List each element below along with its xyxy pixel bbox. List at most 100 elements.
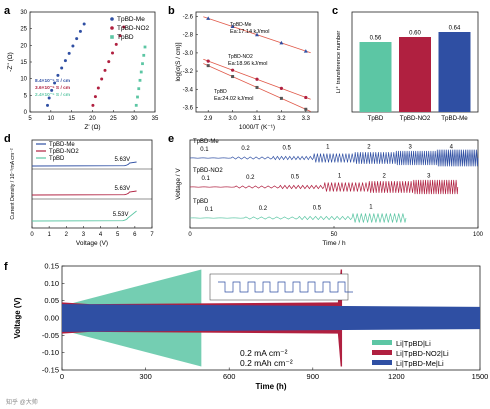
current-rate-label: 0.1 xyxy=(201,176,210,182)
y-tick-label: -3.6 xyxy=(183,105,194,111)
data-point-tpbd-no2 xyxy=(100,77,104,81)
x-tick-label: 600 xyxy=(223,372,236,381)
y-tick-label: 5 xyxy=(24,93,28,99)
current-rate-label: 2 xyxy=(383,174,387,180)
data-point-tpbd-me xyxy=(46,103,49,107)
data-point-tpbd xyxy=(206,64,210,68)
y-tick-label: -3.4 xyxy=(183,87,194,93)
data-point-tpbd-no2 xyxy=(304,95,308,100)
data-point-tpbd xyxy=(139,70,143,74)
x-tick-label: 7 xyxy=(150,232,154,238)
current-rate-label: 0.5 xyxy=(291,174,300,180)
data-point-tpbd-no2 xyxy=(103,68,107,72)
series-label: TpBD-Me xyxy=(230,22,252,28)
panel-f-long-cycling: 0 300 600 900 1200 1500 0.15 0.10 0.05 0.00 -0.05 -… xyxy=(13,262,488,392)
data-point-tpbd-no2 xyxy=(122,25,126,29)
x-tick-label: 2 xyxy=(65,232,69,238)
current-rate-label: 0.2 xyxy=(246,175,255,181)
bar-value-label: 0.60 xyxy=(409,31,421,37)
y-tick-label: 25 xyxy=(20,27,27,33)
x-axis-label: Time (h) xyxy=(256,382,287,391)
current-rate-label: 3 xyxy=(427,174,431,180)
y-tick-label: -0.15 xyxy=(42,366,59,375)
data-point-tpbd-no2 xyxy=(107,60,111,64)
bar-tpbd-no2 xyxy=(399,37,431,112)
panel-letter-b: b xyxy=(168,5,175,17)
data-point-tpbd-me xyxy=(63,59,67,63)
panel-letter-a: a xyxy=(4,5,11,17)
y-axis-label: Li⁺ transference number xyxy=(335,31,342,94)
legend-label: Li|TpBD-Me|Li xyxy=(396,359,444,368)
x-tick-label: 5 xyxy=(116,232,120,238)
x-tick-label: 3.0 xyxy=(228,116,237,122)
series-label: TpBD xyxy=(193,199,209,205)
x-tick-label: 3 xyxy=(82,232,86,238)
areal-capacity-label: 0.2 mAh cm⁻² xyxy=(240,358,293,368)
current-rate-label: 1 xyxy=(369,205,373,211)
data-point-tpbd-me xyxy=(60,66,64,70)
cycling-band-tpbd-me xyxy=(62,304,480,332)
bar-value-label: 0.56 xyxy=(370,36,382,42)
y-tick-label: -0.05 xyxy=(42,331,59,340)
y-axis-label: log[σ(S / cm)] xyxy=(175,42,182,81)
legend-label: Li|TpBD-NO2|Li xyxy=(396,349,449,358)
data-point-tpbd-no2 xyxy=(118,34,122,38)
legend-label: TpBD xyxy=(49,156,65,162)
x-tick-label: 5 xyxy=(28,116,32,122)
data-point-tpbd-no2 xyxy=(231,68,235,72)
legend-label: TpBD-NO2 xyxy=(117,25,150,32)
data-point-tpbd xyxy=(143,45,147,49)
data-point-tpbd-me xyxy=(303,49,308,53)
current-rate-label: 0.1 xyxy=(205,207,214,213)
data-point-tpbd-me xyxy=(56,73,60,77)
current-rate-label: 0.2 xyxy=(259,206,268,212)
data-point-tpbd xyxy=(141,62,144,66)
x-tick-label: 2.9 xyxy=(204,116,213,122)
data-point-tpbd-no2 xyxy=(93,95,97,99)
x-tick-label: 3.1 xyxy=(253,116,262,122)
y-axis-label: Current Density / 10⁻⁵mA cm⁻² xyxy=(10,148,16,220)
onset-voltage-label: 5.63V xyxy=(115,186,131,192)
legend-swatch xyxy=(372,350,392,355)
x-tick-label: 15 xyxy=(68,116,75,122)
data-point-tpbd-me xyxy=(47,96,51,100)
y-tick-label: 0.10 xyxy=(44,279,59,288)
x-tick-label: 0 xyxy=(188,232,192,238)
conductivity-annotation: 3.6×10⁻⁵ S / cm xyxy=(35,85,70,91)
legend-marker xyxy=(110,17,114,21)
current-rate-label: 3 xyxy=(408,145,412,151)
data-point-tpbd-me xyxy=(75,37,79,41)
x-tick-label: 900 xyxy=(307,372,320,381)
x-tick-label: 1500 xyxy=(472,372,489,381)
panel-c-transference-bars: Li⁺ transference number 0.56 TpBD 0.60 TpBD-… xyxy=(335,11,479,122)
y-axis-label: Voltage (V) xyxy=(13,297,22,339)
data-point-tpbd-me xyxy=(50,88,54,92)
data-point-tpbd-me xyxy=(206,16,211,20)
x-axis-label: Time / h xyxy=(322,240,346,247)
legend-label: TpBD-Me xyxy=(117,16,145,23)
panel-letter-c: c xyxy=(332,5,338,17)
bar-value-label: 0.64 xyxy=(449,26,461,32)
x-tick-label: 25 xyxy=(110,116,117,122)
legend-label: TpBD xyxy=(117,34,134,41)
inset-trace xyxy=(218,281,353,293)
legend-label: TpBD-NO2 xyxy=(49,149,79,155)
current-rate-label: 2 xyxy=(367,145,371,151)
x-category-label: TpBD-Me xyxy=(441,115,468,122)
current-rate-label: 1 xyxy=(338,174,342,180)
series-label: TpBD-NO2 xyxy=(228,54,253,60)
y-axis-label: -Z'' (Ω) xyxy=(7,52,14,72)
y-tick-label: -2.8 xyxy=(183,33,194,39)
x-tick-label: 30 xyxy=(131,116,138,122)
data-point-tpbd-me xyxy=(82,22,86,26)
legend-label: Li|TpBD|Li xyxy=(396,339,431,348)
legend-swatch xyxy=(372,360,392,365)
y-tick-label: 0.05 xyxy=(44,296,59,305)
panel-d-lsv: 0 1 2 3 4 5 6 7 Voltage (V) Current Density / 10⁻… xyxy=(10,139,154,247)
y-tick-label: 10 xyxy=(20,77,27,83)
data-point-tpbd-me xyxy=(279,40,284,45)
onset-voltage-label: 5.63V xyxy=(115,157,131,163)
y-axis-label: Voltage / V xyxy=(175,168,182,200)
y-tick-label: 0.15 xyxy=(44,262,59,271)
lsv-curve xyxy=(31,210,137,222)
